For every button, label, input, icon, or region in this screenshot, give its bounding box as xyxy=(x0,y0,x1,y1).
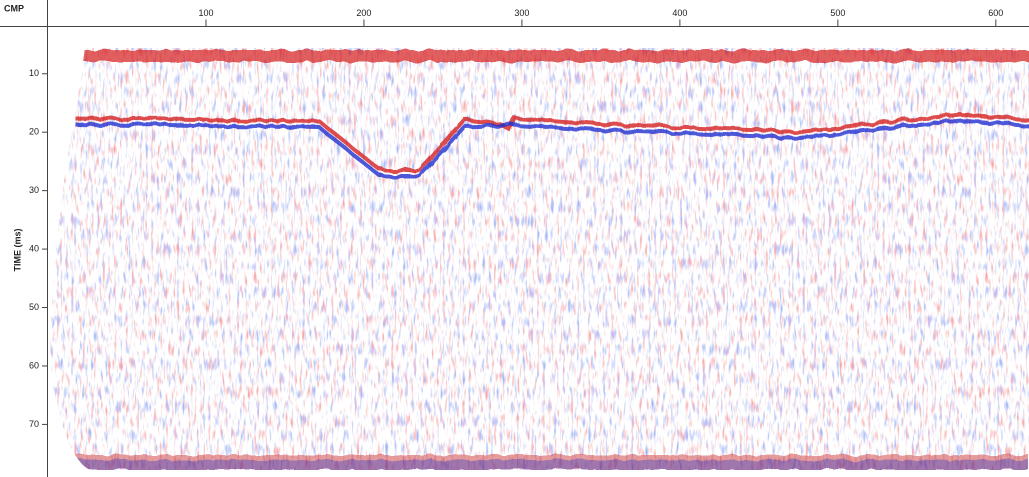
x-tick-label: 100 xyxy=(198,8,213,18)
reflector xyxy=(74,111,1029,172)
reflector xyxy=(50,460,1029,470)
y-tick-label: 10 xyxy=(29,68,39,78)
x-tick-label: 600 xyxy=(988,8,1003,18)
y-tick-label: 60 xyxy=(29,360,39,370)
y-tick-label: 40 xyxy=(29,243,39,253)
y-tick-label: 30 xyxy=(29,185,39,195)
x-tick-label: 500 xyxy=(830,8,845,18)
y-tick-label: 50 xyxy=(29,302,39,312)
reflector xyxy=(74,117,1029,178)
x-tick-label: 300 xyxy=(514,8,529,18)
section-noise xyxy=(50,48,1029,470)
y-tick-label: 70 xyxy=(29,419,39,429)
y-axis-label: TIME (ms) xyxy=(12,228,22,271)
x-tick-label: 200 xyxy=(356,8,371,18)
y-tick-label: 20 xyxy=(29,127,39,137)
x-axis-label: CMP xyxy=(4,3,24,13)
seismic-section xyxy=(50,48,1029,470)
x-tick-label: 400 xyxy=(672,8,687,18)
reflector xyxy=(50,50,1029,62)
reflectors xyxy=(50,50,1029,470)
